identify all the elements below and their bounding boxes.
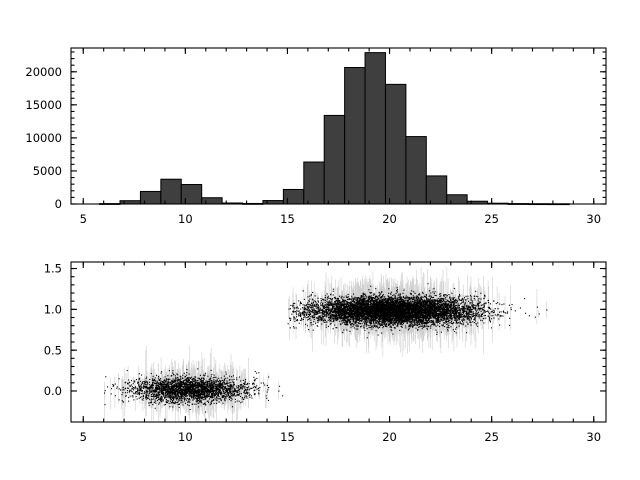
x-tick-label: 30 <box>586 430 601 444</box>
y-tick-label: 0.0 <box>44 384 62 398</box>
x-tick-label: 10 <box>178 430 193 444</box>
histogram-bar <box>180 184 203 205</box>
histogram-bar <box>282 188 305 205</box>
scatter-points-layer <box>104 283 548 413</box>
y-tick-label: 0 <box>55 197 62 211</box>
histogram-panel <box>99 52 570 206</box>
histogram-bar <box>405 136 427 205</box>
x-tick-label: 15 <box>280 212 295 226</box>
histogram-bar <box>446 194 468 205</box>
x-tick-label: 5 <box>80 430 87 444</box>
top-axes: 5 10 15 20 25 30 0 5000 10000 15000 20000 <box>25 47 607 226</box>
histogram-bar <box>139 190 162 205</box>
y-tick-label: 10000 <box>25 131 62 145</box>
x-tick-label: 15 <box>280 430 295 444</box>
x-tick-label: 25 <box>484 430 499 444</box>
histogram-bar <box>344 67 366 205</box>
errorbar-layer <box>104 266 547 421</box>
y-tick-label: 1.5 <box>44 262 62 276</box>
bottom-axes: 5 10 15 20 25 30 0.0 0.5 1.0 1.5 <box>44 261 607 444</box>
histogram-bar <box>201 197 223 205</box>
x-tick-label: 30 <box>586 212 601 226</box>
x-tick-label: 5 <box>80 212 87 226</box>
histogram-bar <box>303 161 325 205</box>
histogram-bar <box>160 178 182 205</box>
x-tick-label: 25 <box>484 212 499 226</box>
x-tick-label: 20 <box>382 212 397 226</box>
y-tick-label: 0.5 <box>44 343 62 357</box>
histogram-bar <box>425 175 448 205</box>
top-axes-frame <box>70 47 607 205</box>
x-tick-label: 20 <box>382 430 397 444</box>
histogram-bar <box>323 114 346 205</box>
y-tick-label: 5000 <box>33 164 62 178</box>
histogram-bar <box>364 52 386 205</box>
points-low-branch <box>104 368 284 413</box>
histogram-bar <box>384 83 407 205</box>
scatter-panel <box>104 266 548 421</box>
y-tick-label: 15000 <box>25 98 62 112</box>
x-tick-label: 10 <box>178 212 193 226</box>
y-tick-label: 20000 <box>25 65 62 79</box>
points-high-branch <box>287 283 548 339</box>
y-tick-label: 1.0 <box>44 303 62 317</box>
